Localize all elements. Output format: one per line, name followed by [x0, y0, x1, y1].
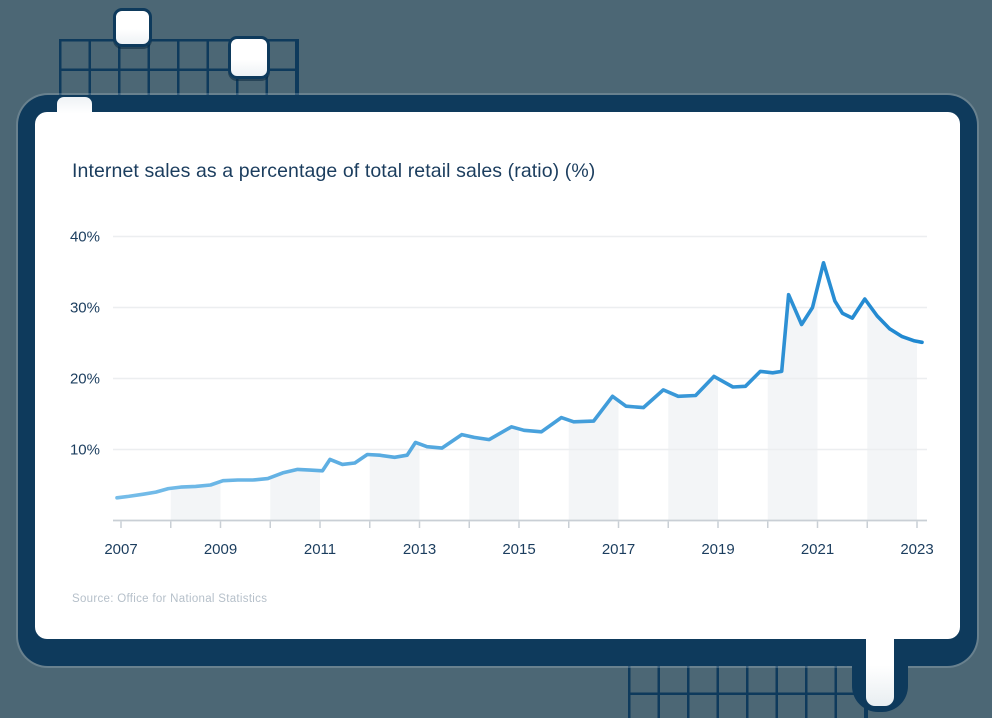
- card-tab-top: [57, 97, 92, 127]
- chart-title: Internet sales as a percentage of total …: [72, 160, 596, 182]
- decor-square-2: [228, 36, 270, 79]
- decor-grid-bottom: [628, 663, 868, 718]
- source-note: Source: Office for National Statistics: [72, 593, 268, 605]
- card-tab-bottom: [866, 632, 894, 706]
- decor-square-1: [113, 8, 152, 47]
- chart-card: [35, 112, 960, 639]
